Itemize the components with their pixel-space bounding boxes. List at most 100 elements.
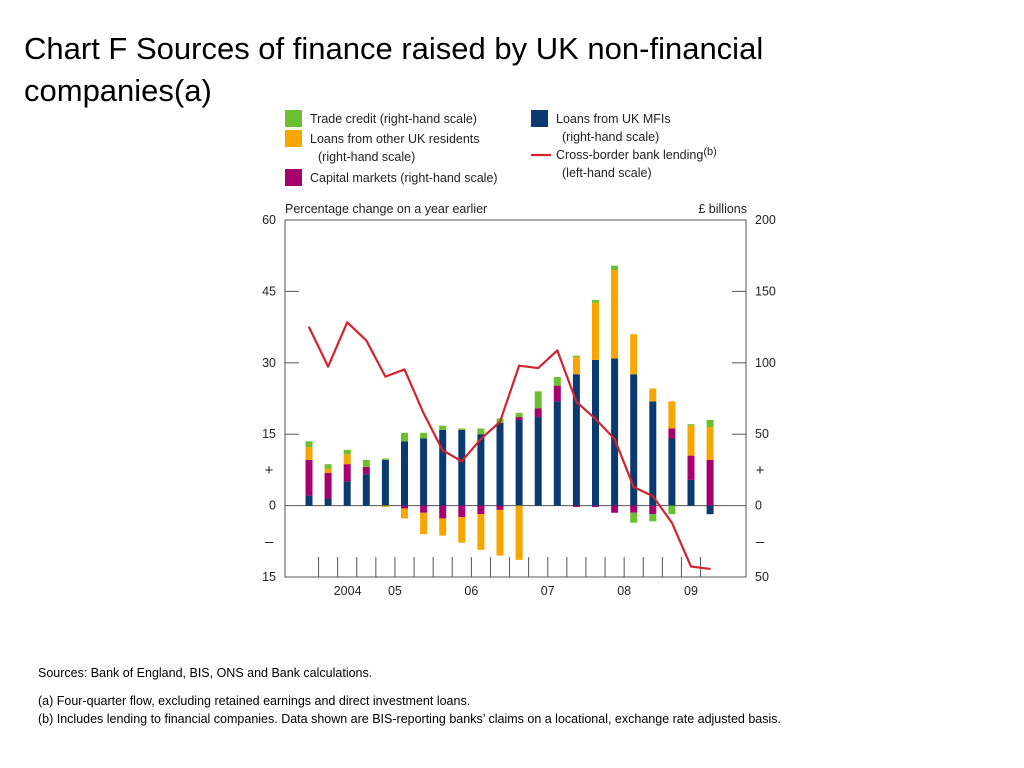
bar-loans_other bbox=[515, 505, 523, 560]
right-plus-sign: + bbox=[756, 462, 765, 479]
bar-trade_credit bbox=[305, 441, 313, 448]
cross-border-point bbox=[499, 421, 501, 423]
bar-trade_credit bbox=[630, 512, 638, 523]
bar-loans_mfi bbox=[649, 401, 657, 506]
bar-trade_credit bbox=[362, 459, 370, 468]
cross-border-point bbox=[403, 368, 406, 371]
cross-border-point bbox=[480, 438, 482, 440]
right-tick-label: 50 bbox=[755, 570, 769, 584]
bar-capital_markets bbox=[401, 505, 408, 509]
bar-loans_mfi bbox=[592, 359, 599, 506]
x-tick-label: 07 bbox=[541, 584, 555, 598]
bar-loans_mfi bbox=[553, 401, 561, 506]
legend-swatch-loans_other bbox=[285, 130, 302, 147]
legend-swatch-capital_markets bbox=[285, 169, 302, 186]
cross-border-point bbox=[346, 321, 349, 324]
cross-border-point bbox=[461, 460, 463, 463]
bar-loans_other bbox=[630, 334, 638, 375]
bar-loans_other bbox=[668, 401, 676, 429]
legend-label-loans_mfi-line2: (right-hand scale) bbox=[562, 130, 659, 144]
bar-loans_other bbox=[592, 302, 599, 360]
left-tick-label: 30 bbox=[262, 356, 276, 370]
right-axis-title: £ billions bbox=[698, 202, 747, 216]
left-tick-label: 60 bbox=[262, 213, 276, 227]
bar-capital_markets bbox=[477, 505, 485, 515]
bar-capital_markets bbox=[362, 467, 370, 475]
bar-loans_mfi bbox=[401, 441, 408, 506]
bar-trade_credit bbox=[553, 377, 561, 386]
bar-trade_credit bbox=[649, 514, 657, 522]
bar-loans_other bbox=[572, 357, 580, 375]
x-tick-label: 08 bbox=[617, 584, 631, 598]
bar-loans_other bbox=[401, 508, 408, 519]
cross-border-point bbox=[422, 412, 425, 415]
bar-loans_mfi bbox=[572, 374, 580, 506]
cross-border-point bbox=[671, 521, 673, 524]
bar-trade_credit bbox=[592, 299, 599, 303]
cross-border-point bbox=[652, 495, 654, 497]
bar-loans_mfi bbox=[687, 479, 695, 506]
bar-capital_markets bbox=[420, 505, 428, 513]
right-tick-label: 200 bbox=[755, 213, 776, 227]
cross-border-line bbox=[308, 321, 711, 570]
bar-trade_credit bbox=[706, 419, 714, 428]
bar-capital_markets bbox=[649, 505, 657, 515]
left-tick-label: 0 bbox=[269, 499, 276, 513]
bar-loans_mfi bbox=[439, 429, 447, 506]
right-tick-label: 50 bbox=[755, 427, 769, 441]
bar-trade_credit bbox=[439, 425, 447, 430]
legend-label-capital_markets: Capital markets (right-hand scale) bbox=[310, 171, 498, 185]
bar-loans_mfi bbox=[458, 429, 466, 506]
bar-loans_mfi bbox=[630, 374, 638, 506]
bar-capital_markets bbox=[611, 505, 619, 513]
bar-trade_credit bbox=[343, 449, 351, 455]
chart-title-line2: companies(a) bbox=[24, 73, 212, 108]
bar-trade_credit bbox=[458, 428, 466, 430]
bar-loans_other bbox=[611, 269, 619, 359]
bar-loans_mfi bbox=[515, 419, 523, 506]
bar-loans_mfi bbox=[381, 459, 389, 506]
right-minus-sign: – bbox=[756, 533, 765, 550]
chart-notes: Sources: Bank of England, BIS, ONS and B… bbox=[38, 664, 998, 728]
bar-capital_markets bbox=[553, 385, 561, 402]
bar-capital_markets bbox=[324, 472, 332, 499]
bar-loans_other bbox=[458, 517, 466, 543]
bar-capital_markets bbox=[687, 455, 695, 480]
bar-trade_credit bbox=[515, 412, 523, 418]
cross-border-point bbox=[441, 449, 444, 452]
cross-border-point bbox=[709, 568, 711, 570]
cross-border-point bbox=[556, 349, 559, 352]
bar-trade_credit bbox=[401, 432, 408, 442]
bar-loans_mfi bbox=[420, 438, 428, 506]
cross-border-point bbox=[384, 375, 387, 378]
bar-capital_markets bbox=[305, 459, 313, 496]
bar-loans_other bbox=[477, 514, 485, 550]
left-axis-title: Percentage change on a year earlier bbox=[285, 202, 487, 216]
cross-border-point bbox=[518, 364, 520, 367]
bar-loans_other bbox=[649, 388, 657, 402]
bar-loans_mfi bbox=[305, 495, 313, 506]
bar-loans_other bbox=[687, 425, 695, 456]
bar-loans_other bbox=[381, 505, 389, 508]
bar-loans_other bbox=[706, 427, 714, 460]
bar-trade_credit bbox=[381, 458, 389, 460]
x-tick-label: 06 bbox=[464, 584, 478, 598]
legend-label-cross_border-line2: (left-hand scale) bbox=[562, 166, 652, 180]
left-tick-label: 15 bbox=[262, 570, 276, 584]
bar-capital_markets bbox=[515, 417, 523, 420]
bar-trade_credit bbox=[611, 265, 619, 270]
left-minus-sign: – bbox=[265, 533, 274, 550]
bar-loans_other bbox=[305, 447, 313, 460]
x-tick-label: 05 bbox=[388, 584, 402, 598]
cross-border-point bbox=[613, 438, 616, 440]
bar-loans_mfi bbox=[324, 498, 332, 506]
cross-border-point bbox=[537, 367, 539, 369]
bar-capital_markets bbox=[668, 428, 676, 439]
bar-loans_mfi bbox=[343, 481, 351, 506]
bar-capital_markets bbox=[439, 505, 447, 519]
bar-capital_markets bbox=[630, 505, 638, 513]
bar-loans_mfi bbox=[534, 417, 542, 506]
bar-loans_mfi bbox=[611, 358, 619, 506]
chart: Trade credit (right-hand scale) Loans fro… bbox=[262, 110, 776, 598]
bar-trade_credit bbox=[534, 391, 542, 409]
